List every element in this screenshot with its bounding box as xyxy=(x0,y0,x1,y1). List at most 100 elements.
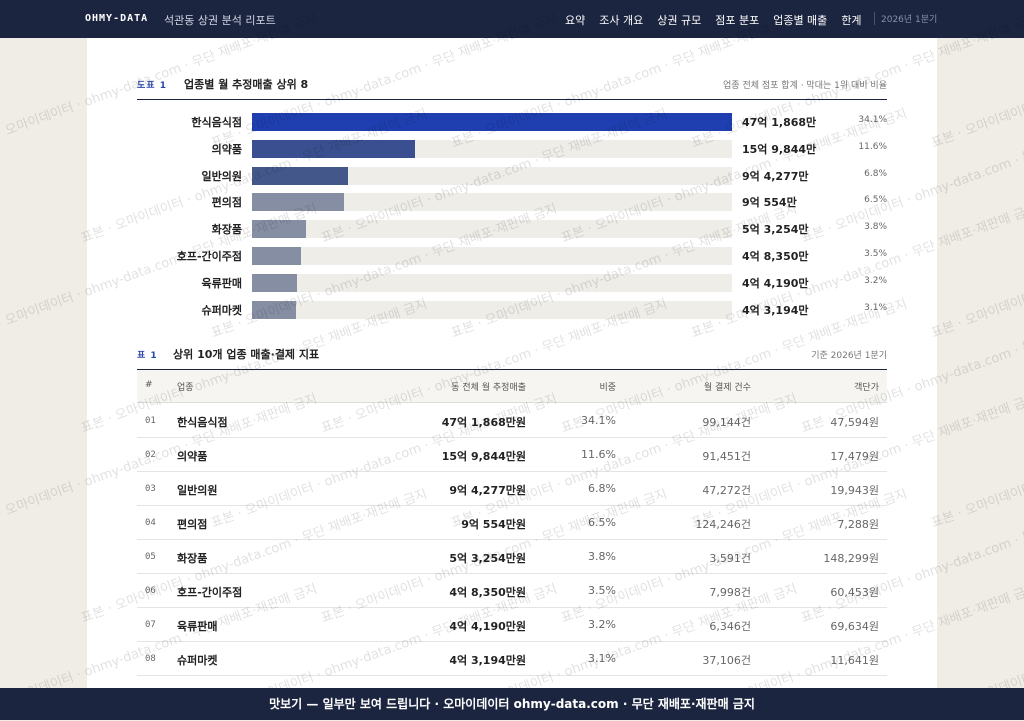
row-line xyxy=(137,505,887,506)
table-cell: 17,479원 xyxy=(830,450,879,463)
bar-label: 의약품 xyxy=(211,142,242,156)
bar-share: 6.8% xyxy=(864,168,887,179)
bar-value: 4억 3,194만 xyxy=(742,303,809,317)
nav-link[interactable]: 상권 규모 xyxy=(657,14,702,27)
table-cell: 7,288원 xyxy=(837,518,879,531)
bar-track xyxy=(252,273,732,292)
table-cell: 화장품 xyxy=(177,552,208,565)
table-cell: 3.1% xyxy=(588,652,616,665)
nav-link[interactable]: 업종별 매출 xyxy=(773,14,828,27)
bar xyxy=(252,220,307,239)
bar xyxy=(252,166,348,185)
table-cell: 일반의원 xyxy=(177,484,218,497)
table-cell: 3.8% xyxy=(588,550,616,563)
table-header-bg xyxy=(137,370,887,403)
bar-value: 47억 1,868만 xyxy=(742,116,817,129)
table-cell: 의약품 xyxy=(177,450,208,463)
table-cell: 69,634원 xyxy=(830,620,879,633)
bar-label: 호프-간이주점 xyxy=(176,250,242,263)
bar-label: 편의점 xyxy=(211,196,242,210)
bar xyxy=(252,273,297,292)
table-cell: 19,943원 xyxy=(830,484,879,497)
row-line xyxy=(137,573,887,574)
table-cell: 9억 554만원 xyxy=(461,518,526,531)
nav-link[interactable]: 조사 개요 xyxy=(599,14,644,27)
bar-share: 11.6% xyxy=(858,141,887,152)
figure-note: 업종 전체 점포 합계 · 막대는 1위 대비 비율 xyxy=(723,81,887,91)
bar-track xyxy=(252,193,732,212)
table-cell: 91,451건 xyxy=(702,450,751,463)
table-cell: 15억 9,844만원 xyxy=(441,450,526,463)
table-cell: 6,346건 xyxy=(709,620,751,633)
column-header: # xyxy=(145,380,153,390)
bar xyxy=(252,300,296,319)
bar-track xyxy=(252,166,732,185)
rule xyxy=(137,99,887,100)
bar-label: 화장품 xyxy=(211,223,242,237)
bar-label: 슈퍼마켓 xyxy=(201,303,242,317)
column-header: 객단가 xyxy=(854,383,879,393)
bar-label: 육류판매 xyxy=(201,276,242,290)
nav-link[interactable]: 한계 xyxy=(841,14,862,27)
bar-track xyxy=(252,300,732,319)
table-cell: 01 xyxy=(145,416,156,426)
table-cell: 60,453원 xyxy=(830,586,879,599)
table-cell: 37,106건 xyxy=(702,654,751,667)
report-title: 석관동 상권 분석 리포트 xyxy=(164,14,276,27)
bar xyxy=(252,247,302,265)
column-header: 비중 xyxy=(599,383,616,393)
figure-label: 도표 1 xyxy=(137,81,167,91)
row-line xyxy=(137,607,887,608)
table-cell: 124,246건 xyxy=(695,518,751,531)
table-cell: 3,591건 xyxy=(709,552,751,565)
table-cell: 07 xyxy=(145,620,156,630)
table-cell: 99,144건 xyxy=(702,416,751,429)
table-cell: 6.8% xyxy=(588,482,616,495)
table-cell: 03 xyxy=(145,484,156,494)
table-note: 기준 2026년 1분기 xyxy=(811,351,887,361)
figure-title: 업종별 월 추정매출 상위 8 xyxy=(184,78,309,91)
table-cell: 06 xyxy=(145,586,156,596)
table-cell: 6.5% xyxy=(588,516,616,529)
row-line xyxy=(137,539,887,540)
table-cell: 148,299원 xyxy=(823,552,879,565)
rule xyxy=(137,369,887,370)
table-cell: 02 xyxy=(145,450,156,460)
bar-share: 3.8% xyxy=(864,222,887,233)
bar-label: 일반의원 xyxy=(201,169,242,183)
period: 2026년 1분기 xyxy=(874,12,937,25)
table-cell: 3.2% xyxy=(588,618,616,631)
bar xyxy=(252,113,732,131)
bar-share: 3.2% xyxy=(864,275,887,286)
nav-link[interactable]: 요약 xyxy=(565,14,586,27)
nav-link[interactable]: 점포 분포 xyxy=(715,14,760,27)
table-cell: 11.6% xyxy=(581,448,616,461)
table-cell: 04 xyxy=(145,518,156,528)
brand[interactable]: OHMY-DATA xyxy=(85,13,149,24)
table-cell: 05 xyxy=(145,552,156,562)
table-cell: 슈퍼마켓 xyxy=(177,654,218,667)
bar-label: 한식음식점 xyxy=(191,116,242,129)
column-header: 업종 xyxy=(177,383,194,393)
table-cell: 47,594원 xyxy=(830,416,879,429)
bar-track xyxy=(252,247,732,265)
table-cell: 4억 3,194만원 xyxy=(449,654,526,667)
table-cell: 4억 4,190만원 xyxy=(449,620,526,633)
watermark: 표본 · 오마이데이터 · ohmy-data.com · 무단 재배포·재판매… xyxy=(929,392,1024,532)
row-line xyxy=(137,437,887,438)
row-line xyxy=(137,471,887,472)
watermark: 표본 · 오마이데이터 · ohmy-data.com · 무단 재배포·재판매… xyxy=(929,202,1024,342)
table-cell: 34.1% xyxy=(581,414,616,427)
bar-value: 9억 554만 xyxy=(742,196,797,210)
bar-share: 6.5% xyxy=(864,195,887,206)
column-header: 동 전체 월 추정매출 xyxy=(451,383,526,393)
nav-links: 요약 조사 개요 상권 규모 점포 분포 업종별 매출 한계 xyxy=(565,12,862,28)
table-cell: 육류판매 xyxy=(177,620,218,633)
bar-value: 4억 8,350만 xyxy=(742,250,809,263)
bar-value: 4억 4,190만 xyxy=(742,276,809,290)
table-cell: 08 xyxy=(145,654,156,664)
bar xyxy=(252,193,345,212)
table-cell: 편의점 xyxy=(177,518,208,531)
top-nav: OHMY-DATA 석관동 상권 분석 리포트 요약 조사 개요 상권 규모 점포 분… xyxy=(0,0,1024,38)
table-cell: 3.5% xyxy=(588,584,616,597)
